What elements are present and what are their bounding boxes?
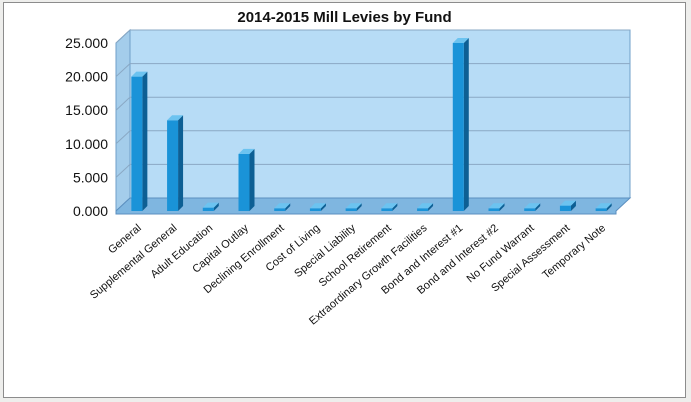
bar [381, 203, 398, 211]
bar-front [274, 208, 286, 211]
bar-side [285, 203, 291, 211]
plot-background [115, 28, 632, 215]
bar-side [392, 203, 398, 211]
bar-top [167, 115, 184, 121]
bar-side [463, 38, 469, 211]
bar-front [202, 207, 214, 211]
bar-top [238, 148, 255, 154]
bar-side [213, 202, 219, 211]
bar-front [488, 208, 500, 211]
bar-side [535, 203, 541, 211]
bar-front [345, 208, 357, 211]
bar-front [559, 205, 571, 211]
bar-top [202, 202, 219, 208]
bar-top [345, 203, 362, 209]
gridline-side [115, 96, 131, 111]
bar-top [595, 203, 612, 209]
bars [131, 38, 612, 211]
bar-front [595, 208, 607, 211]
bar-side [356, 203, 362, 211]
bar [595, 203, 612, 211]
y-tick-label: 20.000 [65, 69, 108, 85]
bar-side [320, 203, 326, 211]
bar-top [417, 203, 434, 209]
bar [345, 203, 362, 211]
bar [488, 203, 505, 211]
back-wall [129, 29, 631, 199]
bar-top [309, 203, 326, 209]
bar-top [488, 203, 505, 209]
bar-chart: 0.000 5.000 10.000 15.000 20.000 25.000 Gener… [65, 28, 632, 328]
bar-side [249, 148, 255, 211]
bar [167, 115, 184, 211]
bar-front [452, 43, 464, 211]
bar-side [499, 203, 505, 211]
y-tick-label: 25.000 [65, 35, 108, 51]
bar [202, 202, 219, 211]
bar [559, 200, 576, 211]
x-tick-label: Special Liability [292, 222, 358, 280]
bar-front [309, 208, 321, 211]
y-tick-label: 0.000 [73, 203, 108, 219]
bar [274, 203, 291, 211]
x-tick-label: Temporary Note [540, 222, 608, 282]
y-tick-label: 10.000 [65, 136, 108, 152]
bar [309, 203, 326, 211]
gridline-side [115, 130, 131, 145]
bar-side [428, 203, 434, 211]
gridline-side [115, 63, 131, 77]
bar-top [274, 203, 291, 209]
bar-side [570, 200, 576, 211]
bar-top [524, 203, 541, 209]
bar-side [178, 115, 184, 211]
bar-top [452, 38, 469, 43]
bar-front [131, 76, 143, 211]
chart-frame: 2014-2015 Mill Levies by Fund 0.000 5.000… [3, 2, 686, 398]
bar-front [417, 208, 429, 211]
floor [115, 197, 632, 215]
bar-side [606, 203, 612, 211]
side-wall [115, 28, 131, 213]
bar-front [167, 120, 179, 211]
bar [238, 148, 255, 211]
bar [131, 71, 148, 211]
bar-front [238, 153, 250, 211]
y-tick-label: 15.000 [65, 102, 108, 118]
chart-title: 2014-2015 Mill Levies by Fund [237, 9, 452, 26]
x-tick-label: Adult Education [148, 222, 215, 281]
bar-top [131, 71, 148, 77]
gridlines [115, 29, 630, 178]
gridline-side [115, 29, 131, 44]
y-axis-ticks: 0.000 5.000 10.000 15.000 20.000 25.000 [65, 35, 108, 219]
bar [524, 203, 541, 211]
bar-front [524, 208, 536, 211]
bar-top [381, 203, 398, 209]
bar-side [142, 71, 148, 211]
bar [452, 38, 469, 211]
gridline-side [115, 164, 131, 178]
y-tick-label: 5.000 [73, 169, 108, 185]
bar-top [559, 200, 576, 206]
bar-front [381, 208, 393, 211]
bar [417, 203, 434, 211]
